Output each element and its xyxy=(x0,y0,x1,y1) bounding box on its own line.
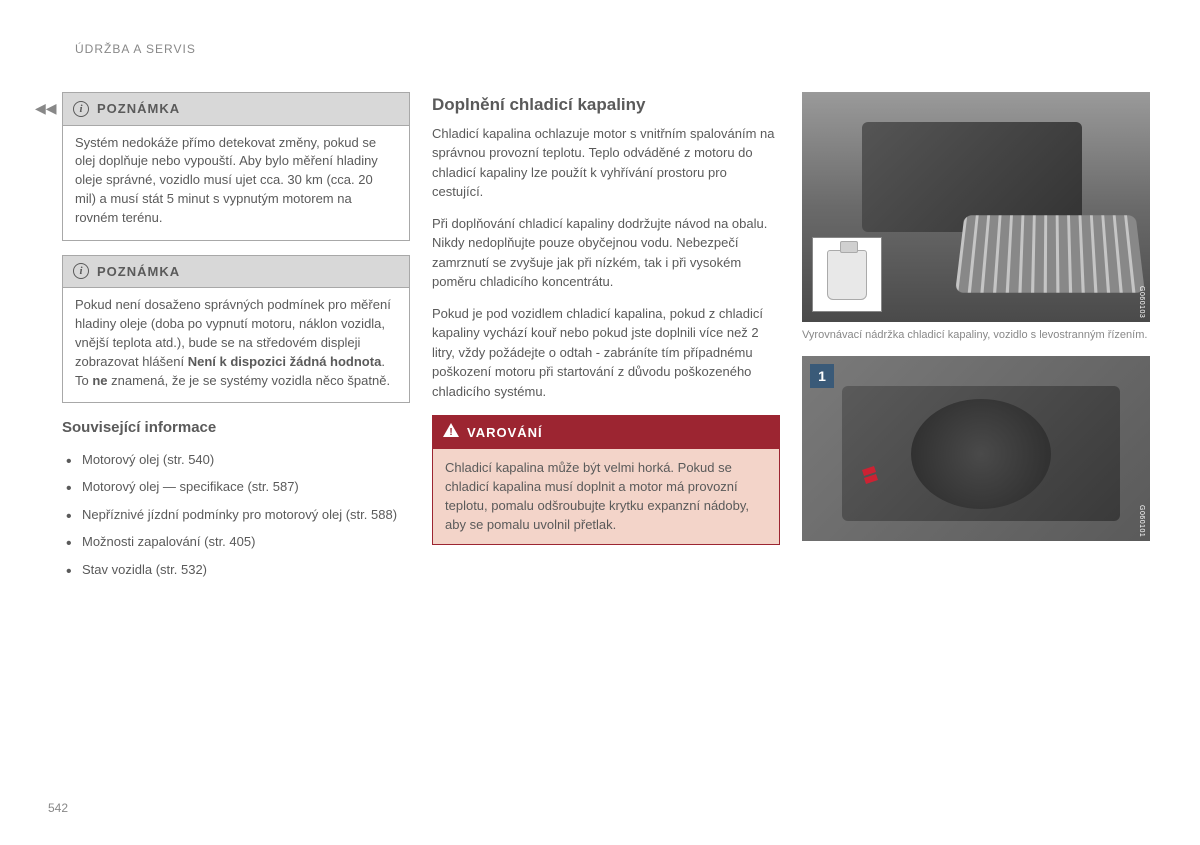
continuation-arrows: ◀◀ xyxy=(35,98,57,119)
warning-header: ! VAROVÁNÍ xyxy=(433,416,779,449)
figure-id: G060101 xyxy=(1136,505,1147,537)
page-header: ÚDRŽBA A SERVIS xyxy=(75,40,196,58)
note-title: POZNÁMKA xyxy=(97,99,180,119)
note-box-2: i POZNÁMKA Pokud není dosaženo správných… xyxy=(62,255,410,404)
svg-text:!: ! xyxy=(449,427,452,437)
note-header: i POZNÁMKA xyxy=(63,256,409,289)
para-2: Pokud je pod vozidlem chladicí kapalina,… xyxy=(432,304,780,402)
note-body: Systém nedokáže přímo detekovat změny, p… xyxy=(63,126,409,240)
figure-caption: Vyrovnávací nádržka chladicí kapaliny, v… xyxy=(802,328,1150,342)
note-header: i POZNÁMKA xyxy=(63,93,409,126)
list-item: Možnosti zapalování (str. 405) xyxy=(62,528,410,556)
note2-bold1: Není k dispozici žádná hodnota xyxy=(188,354,382,369)
red-clip-marker xyxy=(862,466,884,486)
list-item: Motorový olej (str. 540) xyxy=(62,446,410,474)
intro-para: Chladicí kapalina ochlazuje motor s vnit… xyxy=(432,124,780,202)
info-icon: i xyxy=(73,101,89,117)
grille-graphic xyxy=(955,215,1145,292)
page-content: i POZNÁMKA Systém nedokáže přímo detekov… xyxy=(62,92,1150,583)
warning-box: ! VAROVÁNÍ Chladicí kapalina může být ve… xyxy=(432,415,780,545)
note-body: Pokud není dosaženo správných podmínek p… xyxy=(63,288,409,402)
warning-icon: ! xyxy=(443,422,459,443)
warning-title: VAROVÁNÍ xyxy=(467,423,543,443)
related-info-list: Motorový olej (str. 540) Motorový olej —… xyxy=(62,446,410,584)
bottle-icon xyxy=(827,250,867,300)
note2-bold2: ne xyxy=(92,373,107,388)
coolant-heading: Doplnění chladicí kapaliny xyxy=(432,92,780,118)
column-1: i POZNÁMKA Systém nedokáže přímo detekov… xyxy=(62,92,410,583)
figure-id: G060103 xyxy=(1136,286,1147,318)
list-item: Nepříznivé jízdní podmínky pro motorový … xyxy=(62,501,410,529)
para-1: Při doplňování chladicí kapaliny dodržuj… xyxy=(432,214,780,292)
note2-post: znamená, že je se systémy vozidla něco š… xyxy=(108,373,391,388)
reservoir-callout xyxy=(812,237,882,312)
related-info-title: Související informace xyxy=(62,417,410,440)
list-item: Motorový olej — specifikace (str. 587) xyxy=(62,473,410,501)
step-number-badge: 1 xyxy=(810,364,834,388)
cover-circle-graphic xyxy=(911,399,1051,509)
column-3: G060103 Vyrovnávací nádržka chladicí kap… xyxy=(802,92,1150,583)
page-number: 542 xyxy=(48,799,68,817)
figure-step-1: 1 G060101 xyxy=(802,356,1150,541)
column-2: Doplnění chladicí kapaliny Chladicí kapa… xyxy=(432,92,780,583)
list-item: Stav vozidla (str. 532) xyxy=(62,556,410,584)
info-icon: i xyxy=(73,263,89,279)
warning-body: Chladicí kapalina může být velmi horká. … xyxy=(433,449,779,544)
figure-coolant-reservoir: G060103 xyxy=(802,92,1150,322)
note-box-1: i POZNÁMKA Systém nedokáže přímo detekov… xyxy=(62,92,410,241)
cover-panel-graphic xyxy=(842,386,1120,521)
note-title: POZNÁMKA xyxy=(97,262,180,282)
